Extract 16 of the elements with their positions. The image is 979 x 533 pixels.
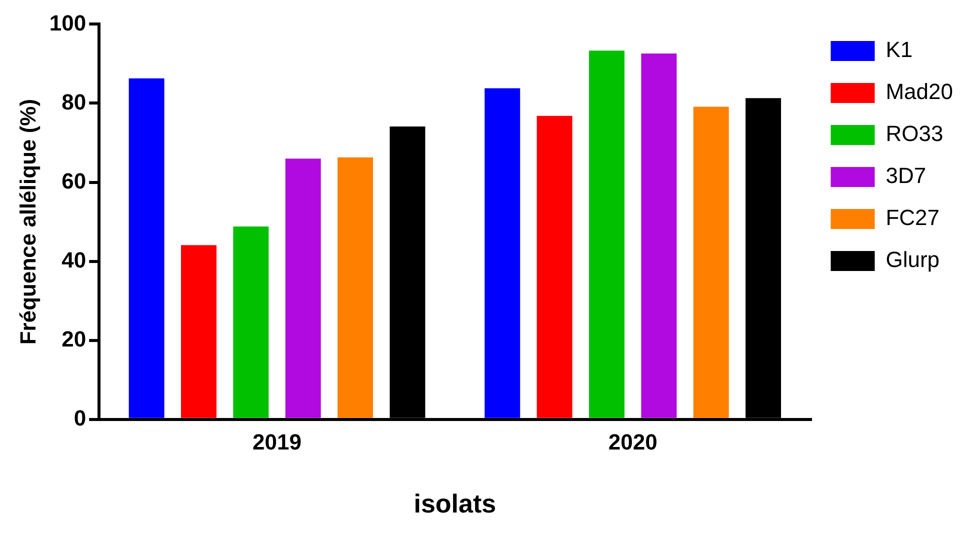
x-axis-title: isolats	[414, 488, 496, 519]
y-tick-label: 0	[74, 405, 86, 430]
legend-label: 3D7	[886, 163, 926, 188]
y-tick-label: 100	[49, 10, 86, 36]
x-tick-label: 2019	[252, 430, 302, 455]
legend-label: RO33	[886, 121, 944, 146]
y-tick-label: 80	[62, 89, 86, 114]
x-tick-label: 2020	[608, 430, 658, 455]
legend-label: Glurp	[886, 247, 940, 272]
legend-label: Mad20	[886, 79, 954, 104]
y-tick-label: 20	[62, 326, 86, 352]
y-tick-label: 40	[62, 247, 86, 272]
legend-label: FC27	[886, 205, 940, 230]
y-axis-title: Fréquence allélique (%)	[15, 98, 40, 345]
legend-label: K1	[886, 37, 913, 62]
y-tick-label: 60	[62, 168, 86, 194]
